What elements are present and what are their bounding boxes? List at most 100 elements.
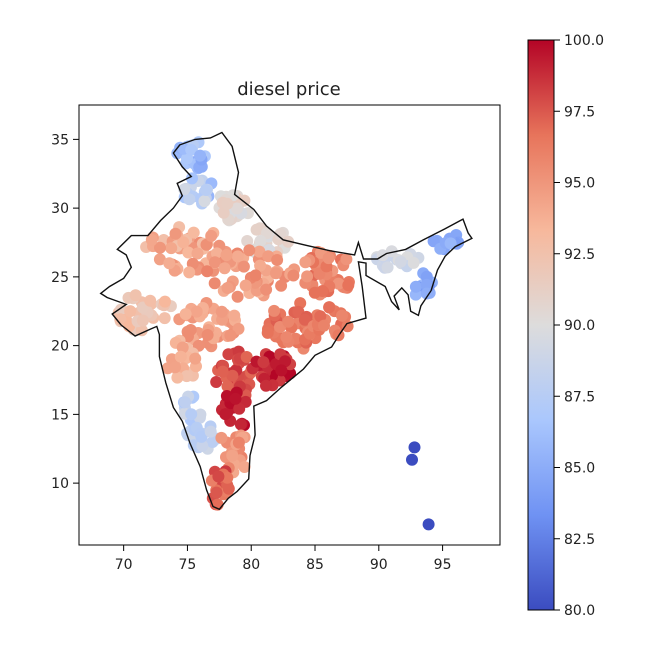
data-point <box>169 227 182 240</box>
data-point <box>205 229 218 242</box>
x-axis: 70 75 80 85 90 95 <box>115 545 452 573</box>
colorbar-tick-label: 97.5 <box>564 104 595 120</box>
data-point <box>195 430 208 443</box>
data-point <box>183 193 196 206</box>
data-point <box>136 314 149 327</box>
data-point <box>226 369 239 382</box>
data-point <box>189 352 202 365</box>
data-point <box>153 253 166 266</box>
data-point <box>279 355 292 368</box>
data-point <box>261 227 273 240</box>
data-point <box>221 197 234 210</box>
data-point <box>313 267 326 280</box>
y-tick-label: 15 <box>51 407 69 423</box>
data-point <box>234 418 247 431</box>
data-point <box>406 453 418 466</box>
data-point <box>174 350 187 363</box>
data-point <box>201 329 214 341</box>
data-point <box>206 436 219 448</box>
data-points <box>112 136 465 531</box>
data-point <box>194 408 207 421</box>
data-point <box>135 324 148 337</box>
y-tick-label: 25 <box>51 270 69 286</box>
y-tick-label: 20 <box>51 339 69 355</box>
data-point <box>222 482 235 495</box>
data-point <box>221 380 234 393</box>
data-point <box>299 256 312 269</box>
data-point <box>201 265 214 278</box>
data-point <box>198 195 211 208</box>
y-axis: 10 15 20 25 30 35 <box>51 132 79 492</box>
data-point <box>243 244 256 257</box>
colorbar-tick-label: 80.0 <box>564 603 595 619</box>
data-point <box>381 261 394 274</box>
data-point <box>340 253 353 266</box>
data-point <box>254 259 267 272</box>
data-point <box>179 396 191 409</box>
data-point <box>342 279 355 292</box>
data-point <box>308 286 321 299</box>
data-point <box>275 279 288 292</box>
data-point <box>237 260 250 273</box>
data-point <box>394 255 407 268</box>
data-point <box>270 267 282 280</box>
data-point <box>219 408 232 421</box>
data-point <box>253 245 266 258</box>
data-point <box>240 351 253 363</box>
data-point <box>196 439 209 452</box>
data-point <box>250 223 263 236</box>
data-point <box>260 283 273 296</box>
data-point <box>332 277 345 290</box>
data-point <box>409 280 422 293</box>
data-point <box>210 486 223 499</box>
data-point <box>218 262 231 275</box>
axes-frame <box>78 104 501 546</box>
data-point <box>187 439 200 452</box>
data-point <box>144 294 157 307</box>
data-point <box>124 305 137 318</box>
data-point <box>208 277 221 290</box>
data-point <box>282 235 295 248</box>
data-point <box>145 233 158 246</box>
chart-title: diesel price <box>237 79 340 100</box>
x-tick-label: 95 <box>434 557 452 573</box>
data-point <box>407 256 420 269</box>
colorbar-tick-label: 82.5 <box>564 532 595 548</box>
data-point <box>298 313 311 326</box>
data-point <box>261 326 274 339</box>
data-point <box>216 365 229 378</box>
data-point <box>208 256 221 269</box>
data-point <box>220 249 233 262</box>
data-point <box>185 143 198 156</box>
data-point <box>194 149 207 162</box>
data-point <box>177 236 190 249</box>
data-point <box>228 309 241 322</box>
colorbar-tick-label: 95.0 <box>564 176 595 192</box>
data-point <box>190 305 203 318</box>
data-point <box>233 402 246 415</box>
data-point <box>287 269 300 282</box>
colorbar: 80.0 82.5 85.0 87.5 90.0 92.5 95.0 97.5 100.0 <box>527 33 604 619</box>
data-point <box>129 289 142 302</box>
data-point <box>232 322 245 335</box>
data-point <box>183 266 196 279</box>
data-point <box>231 290 244 303</box>
data-point <box>408 441 421 454</box>
colorbar-tick-label: 85.0 <box>564 461 595 477</box>
data-point <box>275 364 288 377</box>
data-point <box>301 270 314 283</box>
plot-area: 70 75 80 85 90 95 10 15 20 25 30 35 <box>51 104 501 573</box>
data-point <box>239 279 252 292</box>
data-point <box>322 252 335 265</box>
colorbar-tick-label: 100.0 <box>564 33 604 49</box>
data-point <box>212 470 225 483</box>
data-point <box>280 331 293 344</box>
data-point <box>191 247 204 260</box>
data-point <box>163 257 176 270</box>
data-point <box>182 246 195 259</box>
y-tick-label: 10 <box>51 476 69 492</box>
data-point <box>231 250 244 263</box>
data-point <box>249 269 262 282</box>
data-point <box>238 461 251 473</box>
